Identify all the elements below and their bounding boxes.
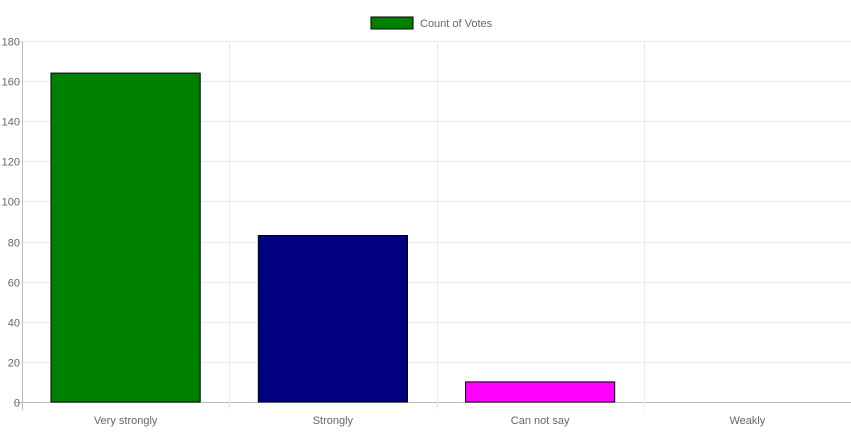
y-tick-label: 80 — [8, 238, 20, 250]
y-tick-label: 180 — [2, 37, 20, 49]
chart-legend: Count of Votes — [370, 16, 493, 30]
x-tick-label: Very strongly — [94, 415, 158, 427]
legend-label: Count of Votes — [420, 18, 493, 30]
y-tick-label: 160 — [2, 77, 20, 89]
y-tick-label: 20 — [8, 358, 20, 370]
y-tick-label: 100 — [2, 197, 20, 209]
x-tick-label: Strongly — [313, 415, 354, 427]
x-axis-ticks: Very strongly Strongly Can not say Weakly — [94, 415, 766, 427]
bars-group — [50, 72, 616, 403]
y-tick-label: 140 — [2, 117, 20, 129]
y-tick-label: 40 — [8, 318, 20, 330]
bar-can-not-say — [465, 381, 616, 403]
legend-swatch — [370, 16, 414, 30]
y-tick-label: 0 — [14, 398, 20, 410]
bar-strongly — [257, 235, 408, 403]
x-tick-label: Weakly — [729, 415, 765, 427]
bar-very-strongly — [50, 72, 201, 403]
y-tick-label: 120 — [2, 157, 20, 169]
x-tick-label: Can not say — [511, 415, 570, 427]
y-axis-ticks: 0 20 40 60 80 100 120 140 160 180 — [2, 37, 20, 410]
y-tick-label: 60 — [8, 278, 20, 290]
